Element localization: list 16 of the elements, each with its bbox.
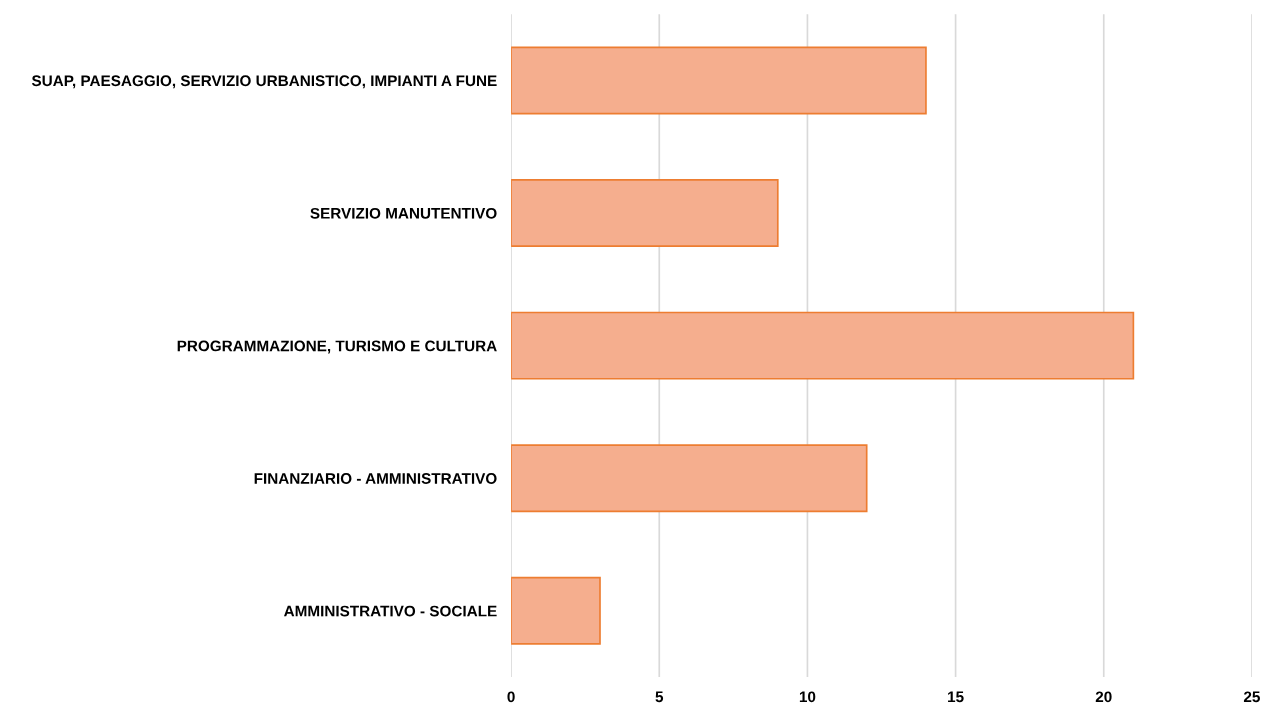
x-tick-label: 0	[507, 691, 515, 703]
x-tick-label: 15	[948, 691, 964, 703]
x-tick-label: 5	[655, 691, 664, 703]
y-tick-label: SUAP, PAESAGGIO, SERVIZIO URBANISTICO, IMPIANTI A FUNE	[31, 75, 497, 89]
x-tick-label: 25	[1243, 691, 1260, 703]
bar	[511, 576, 601, 645]
y-tick-label: FINANZIARIO - AMMINISTRATIVO	[254, 473, 497, 484]
bar	[511, 311, 1135, 380]
bar	[511, 444, 868, 513]
x-tick-label: 10	[799, 691, 816, 703]
y-tick-label: PROGRAMMAZIONE, TURISMO E CULTURA	[177, 340, 497, 354]
bar	[511, 46, 927, 115]
x-tick-label: 20	[1095, 691, 1112, 703]
y-tick-label: SERVIZIO MANUTENTIVO	[310, 207, 497, 219]
bar	[511, 179, 779, 248]
y-tick-label: AMMINISTRATIVO - SOCIALE	[284, 605, 497, 617]
